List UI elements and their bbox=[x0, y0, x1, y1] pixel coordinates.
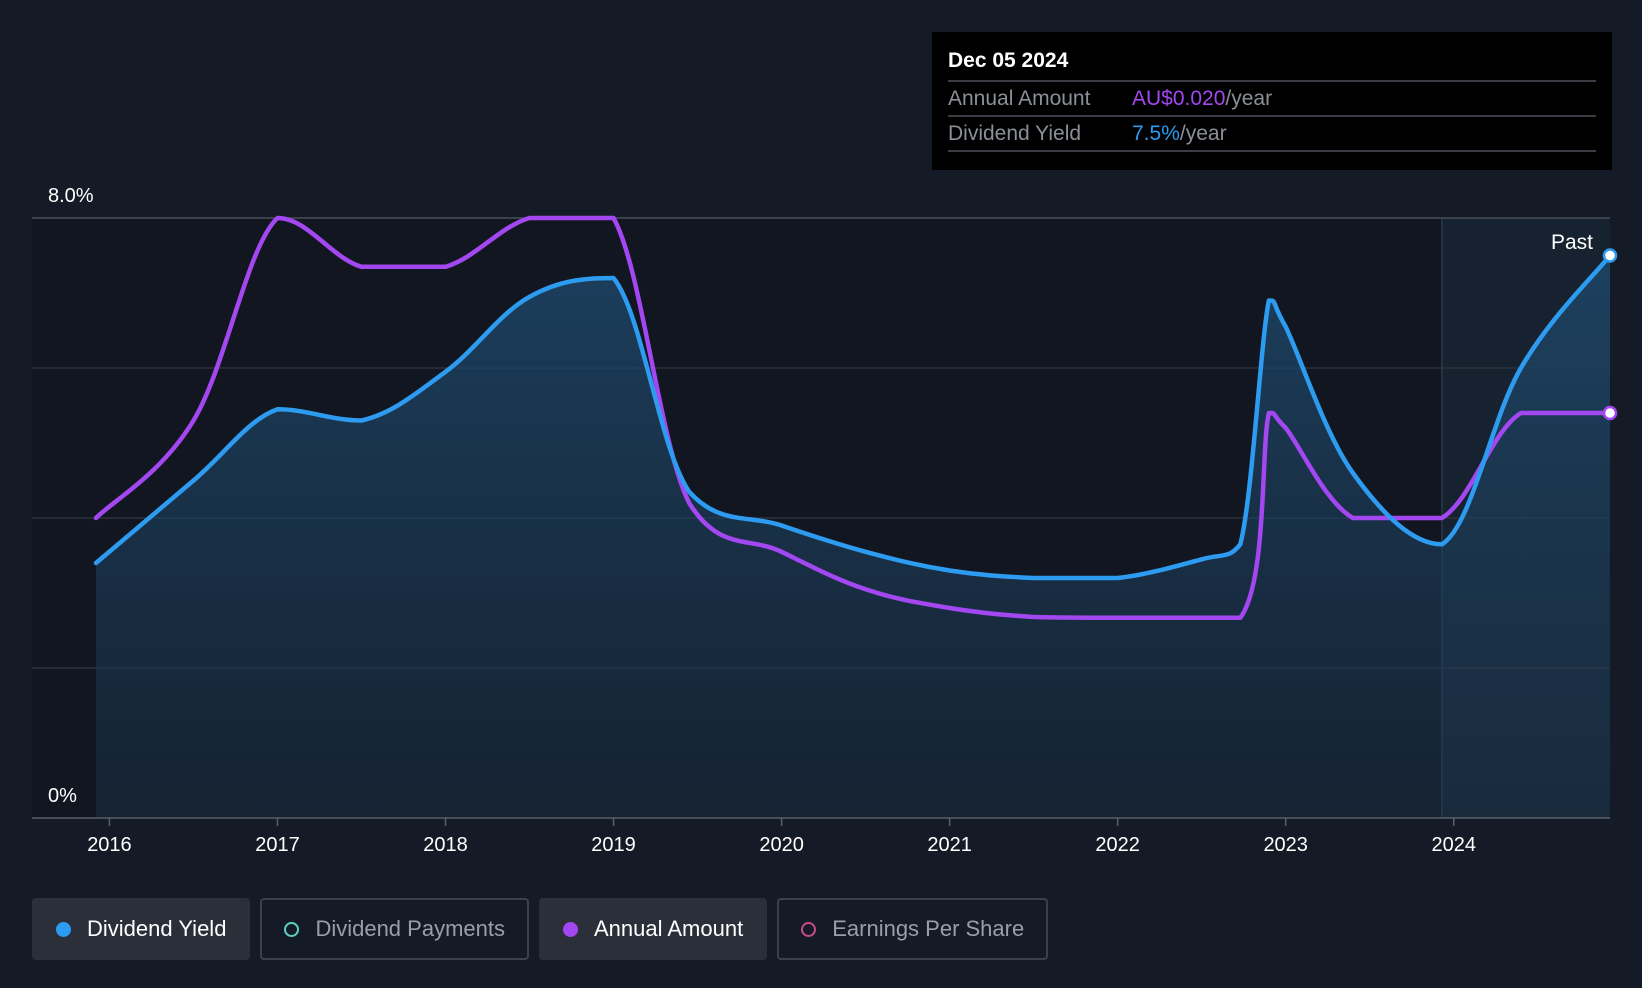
legend-label: Dividend Yield bbox=[87, 916, 227, 941]
dividend-yield-endpoint[interactable] bbox=[1602, 248, 1618, 263]
legend-dividend-payments[interactable]: Dividend Payments bbox=[260, 898, 529, 960]
legend-label: Earnings Per Share bbox=[832, 916, 1025, 941]
tooltip-label: Annual Amount bbox=[948, 87, 1091, 110]
legend-annual-amount[interactable]: Annual Amount bbox=[538, 898, 768, 960]
dividend-yield-area bbox=[96, 255, 1610, 818]
tooltip-row-dividend-yield: Dividend Yield 7.5% /year bbox=[948, 117, 1596, 152]
legend-ring-icon bbox=[801, 921, 817, 937]
x-tick-label: 2022 bbox=[1095, 834, 1140, 856]
x-tick-label: 2024 bbox=[1431, 834, 1476, 856]
tooltip-unit: /year bbox=[1179, 122, 1227, 145]
tooltip-row-annual-amount: Annual Amount AU$0.020 /year bbox=[948, 82, 1596, 117]
tooltip-date: Dec 05 2024 bbox=[948, 46, 1596, 82]
dividend-yield-line bbox=[93, 253, 1613, 581]
x-tick-label: 2021 bbox=[927, 834, 972, 856]
tooltip-value: AU$0.020 bbox=[1132, 87, 1226, 110]
x-tick-label: 2018 bbox=[423, 834, 468, 856]
x-tick-label: 2020 bbox=[759, 834, 804, 856]
legend-dot-icon bbox=[56, 921, 71, 937]
annual-amount-line bbox=[93, 215, 1613, 621]
past-annotation: Past bbox=[1551, 231, 1593, 254]
legend-dividend-yield[interactable]: Dividend Yield bbox=[32, 898, 251, 960]
x-axis-ticks: 2016 2017 2018 2019 2020 2021 2022 2023 2024 bbox=[87, 818, 1476, 856]
tooltip-value: 7.5% bbox=[1132, 122, 1180, 145]
x-tick-label: 2019 bbox=[591, 834, 636, 856]
tooltip-panel: Dec 05 2024 Annual Amount AU$0.020 /year… bbox=[932, 32, 1612, 170]
y-tick-label-bottom: 0% bbox=[48, 785, 77, 807]
legend-label: Annual Amount bbox=[593, 916, 744, 941]
y-tick-label-top: 8.0% bbox=[48, 185, 94, 207]
legend: Dividend Yield Dividend Payments Annual … bbox=[32, 898, 1049, 960]
tooltip-label: Dividend Yield bbox=[948, 122, 1082, 145]
legend-dot-icon bbox=[562, 921, 578, 937]
tooltip-unit: /year bbox=[1225, 87, 1273, 110]
annual-amount-endpoint[interactable] bbox=[1602, 405, 1618, 421]
legend-label: Dividend Payments bbox=[315, 916, 505, 941]
dividend-chart: 2016 2017 2018 2019 2020 2021 2022 2023 2024 8.0… bbox=[32, 185, 1618, 856]
legend-earnings-per-share[interactable]: Earnings Per Share bbox=[777, 898, 1049, 960]
legend-ring-icon bbox=[284, 921, 300, 937]
x-tick-label: 2017 bbox=[255, 834, 300, 856]
x-tick-label: 2016 bbox=[87, 834, 132, 856]
x-tick-label: 2023 bbox=[1263, 834, 1308, 856]
